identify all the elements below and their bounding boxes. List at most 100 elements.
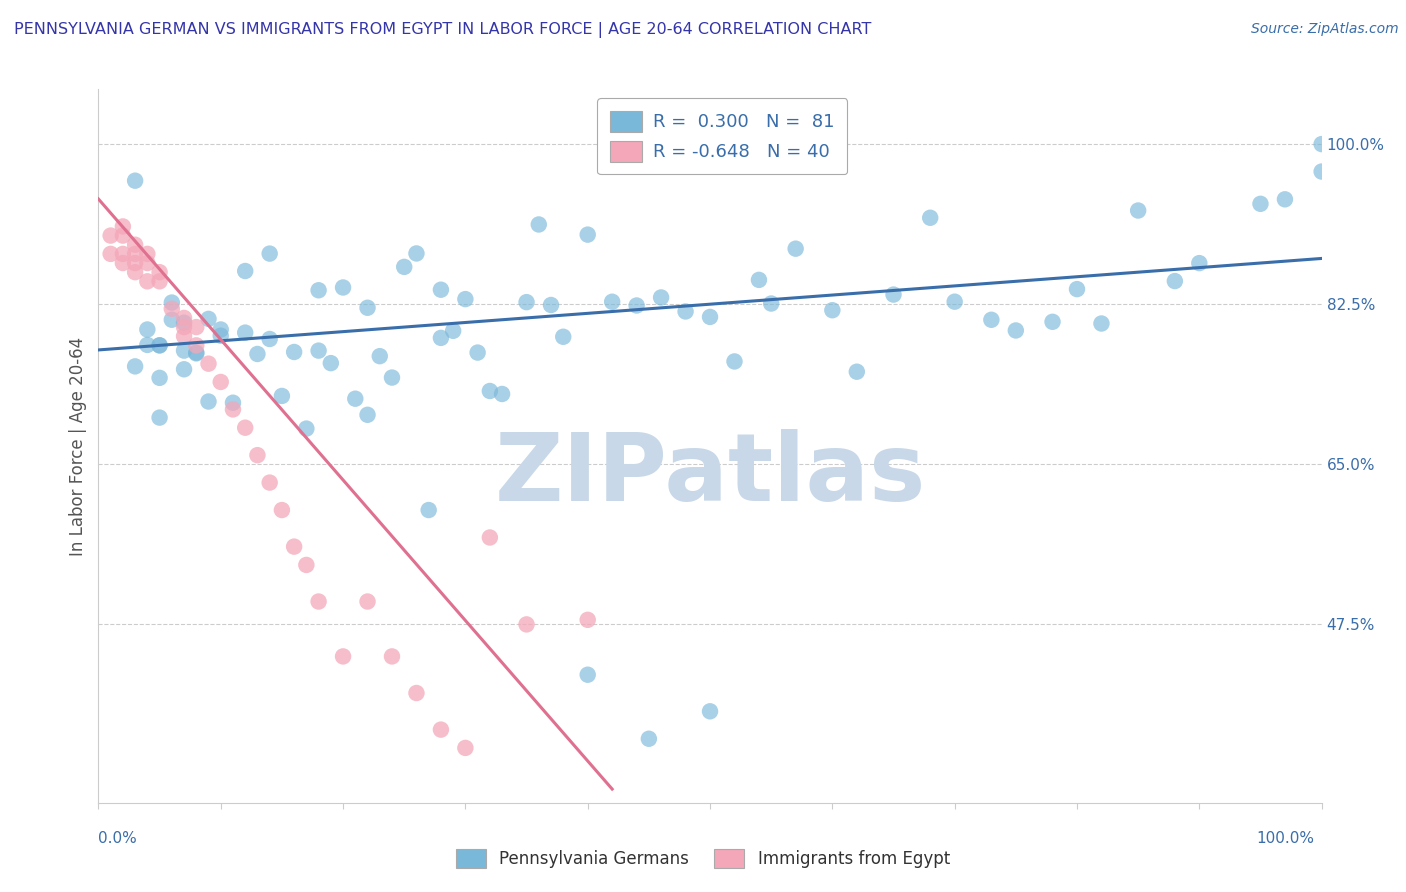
Point [515,617,537,632]
Point [173,329,195,343]
Point [478,384,501,398]
Text: 100.0%: 100.0% [1257,831,1315,846]
Point [478,531,501,545]
Point [233,420,256,434]
Point [295,421,318,435]
Point [186,345,208,359]
Point [1310,164,1333,178]
Point [136,274,159,288]
Point [553,330,575,344]
Point [259,475,281,490]
Point [405,686,427,700]
Point [356,408,378,422]
Legend: R =  0.300   N =  81, R = -0.648   N = 40: R = 0.300 N = 81, R = -0.648 N = 40 [598,98,848,174]
Point [430,723,453,737]
Point [381,370,404,384]
Point [136,256,159,270]
Point [576,227,599,242]
Point [111,247,134,261]
Point [626,298,648,312]
Point [160,312,183,326]
Point [368,349,391,363]
Point [186,320,208,334]
Point [111,219,134,234]
Point [111,228,134,243]
Point [173,320,195,334]
Point [124,265,146,279]
Point [430,331,453,345]
Point [540,298,562,312]
Point [197,394,219,409]
Point [943,294,966,309]
Point [209,328,232,343]
Point [467,345,489,359]
Text: Source: ZipAtlas.com: Source: ZipAtlas.com [1251,22,1399,37]
Point [283,345,305,359]
Point [454,740,477,755]
Point [160,295,183,310]
Point [1249,196,1271,211]
Point [222,395,245,409]
Point [920,211,942,225]
Point [149,338,172,352]
Point [1090,317,1112,331]
Point [441,324,464,338]
Point [761,296,783,310]
Point [308,343,330,358]
Point [785,242,807,256]
Point [149,265,172,279]
Point [821,303,844,318]
Point [124,247,146,261]
Point [270,389,294,403]
Point [1042,315,1064,329]
Point [136,338,159,352]
Point [980,313,1002,327]
Point [392,260,416,274]
Point [1066,282,1088,296]
Point [344,392,367,406]
Point [209,375,232,389]
Point [332,649,354,664]
Point [454,292,477,306]
Y-axis label: In Labor Force | Age 20-64: In Labor Force | Age 20-64 [69,336,87,556]
Point [1128,203,1150,218]
Point [576,613,599,627]
Point [197,357,219,371]
Point [283,540,305,554]
Point [136,247,159,261]
Point [883,287,905,301]
Point [197,311,219,326]
Point [209,322,232,336]
Point [246,448,269,462]
Point [124,174,146,188]
Text: ZIPatlas: ZIPatlas [495,428,925,521]
Point [1274,192,1296,206]
Point [173,362,195,376]
Point [173,316,195,330]
Point [149,410,172,425]
Point [259,246,281,260]
Point [723,354,745,368]
Point [748,273,770,287]
Point [356,301,378,315]
Point [186,338,208,352]
Point [173,343,195,358]
Point [576,667,599,681]
Point [845,365,868,379]
Point [319,356,342,370]
Point [381,649,404,664]
Point [1004,323,1026,337]
Point [233,264,256,278]
Point [332,280,354,294]
Point [638,731,661,746]
Point [100,247,122,261]
Point [149,371,172,385]
Point [308,594,330,608]
Point [515,295,537,310]
Point [222,402,245,417]
Point [100,228,122,243]
Point [1164,274,1187,288]
Point [149,274,172,288]
Point [405,246,427,260]
Legend: Pennsylvania Germans, Immigrants from Egypt: Pennsylvania Germans, Immigrants from Eg… [450,842,956,875]
